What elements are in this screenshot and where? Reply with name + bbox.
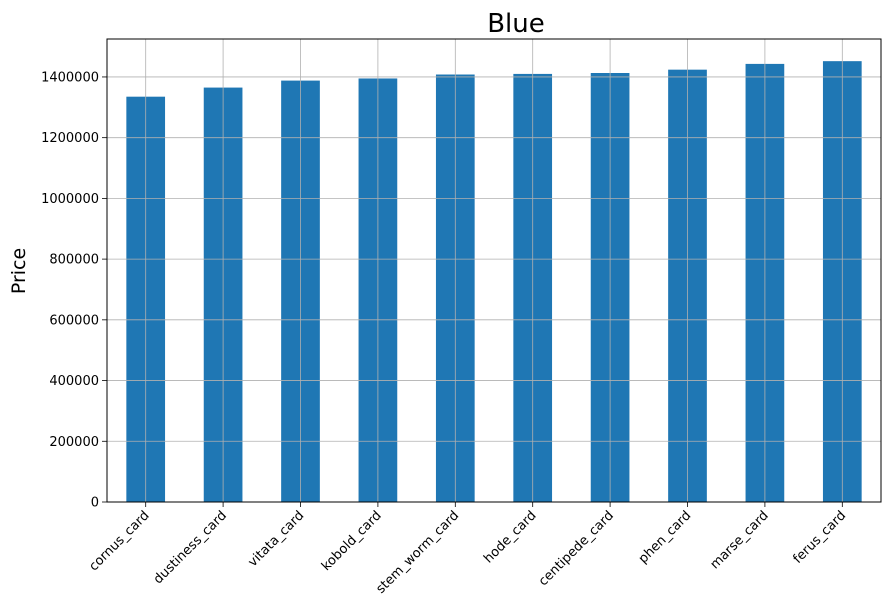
y-tick-label: 1200000 — [41, 131, 99, 146]
bars — [126, 61, 862, 503]
y-tick-label: 600000 — [49, 313, 99, 328]
x-tick-label: cornus_card — [86, 508, 152, 574]
x-tick-label: phen_card — [636, 508, 694, 566]
chart-title: Blue — [487, 9, 545, 39]
y-tick-label: 400000 — [49, 374, 99, 389]
plot-frame — [106, 38, 882, 503]
x-tick-label: stem_worm_card — [373, 508, 462, 597]
x-tick-label: hode_card — [481, 508, 539, 566]
x-tick-label: ferus_card — [790, 508, 849, 567]
x-tick-label: kobold_card — [319, 508, 385, 574]
y-tick-label: 800000 — [49, 253, 99, 268]
y-tick-label: 200000 — [49, 435, 99, 450]
gridlines — [107, 39, 881, 503]
y-tick-label: 1400000 — [41, 70, 99, 85]
x-tick-label: centipede_card — [536, 508, 617, 589]
y-tick-label: 1000000 — [41, 192, 99, 207]
y-tick-label: 0 — [91, 496, 99, 511]
x-tick-label: vitata_card — [246, 508, 308, 570]
x-tick-label: dustiness_card — [151, 508, 230, 587]
x-tick-label: marse_card — [708, 508, 772, 572]
y-axis-label: Price — [8, 248, 30, 294]
